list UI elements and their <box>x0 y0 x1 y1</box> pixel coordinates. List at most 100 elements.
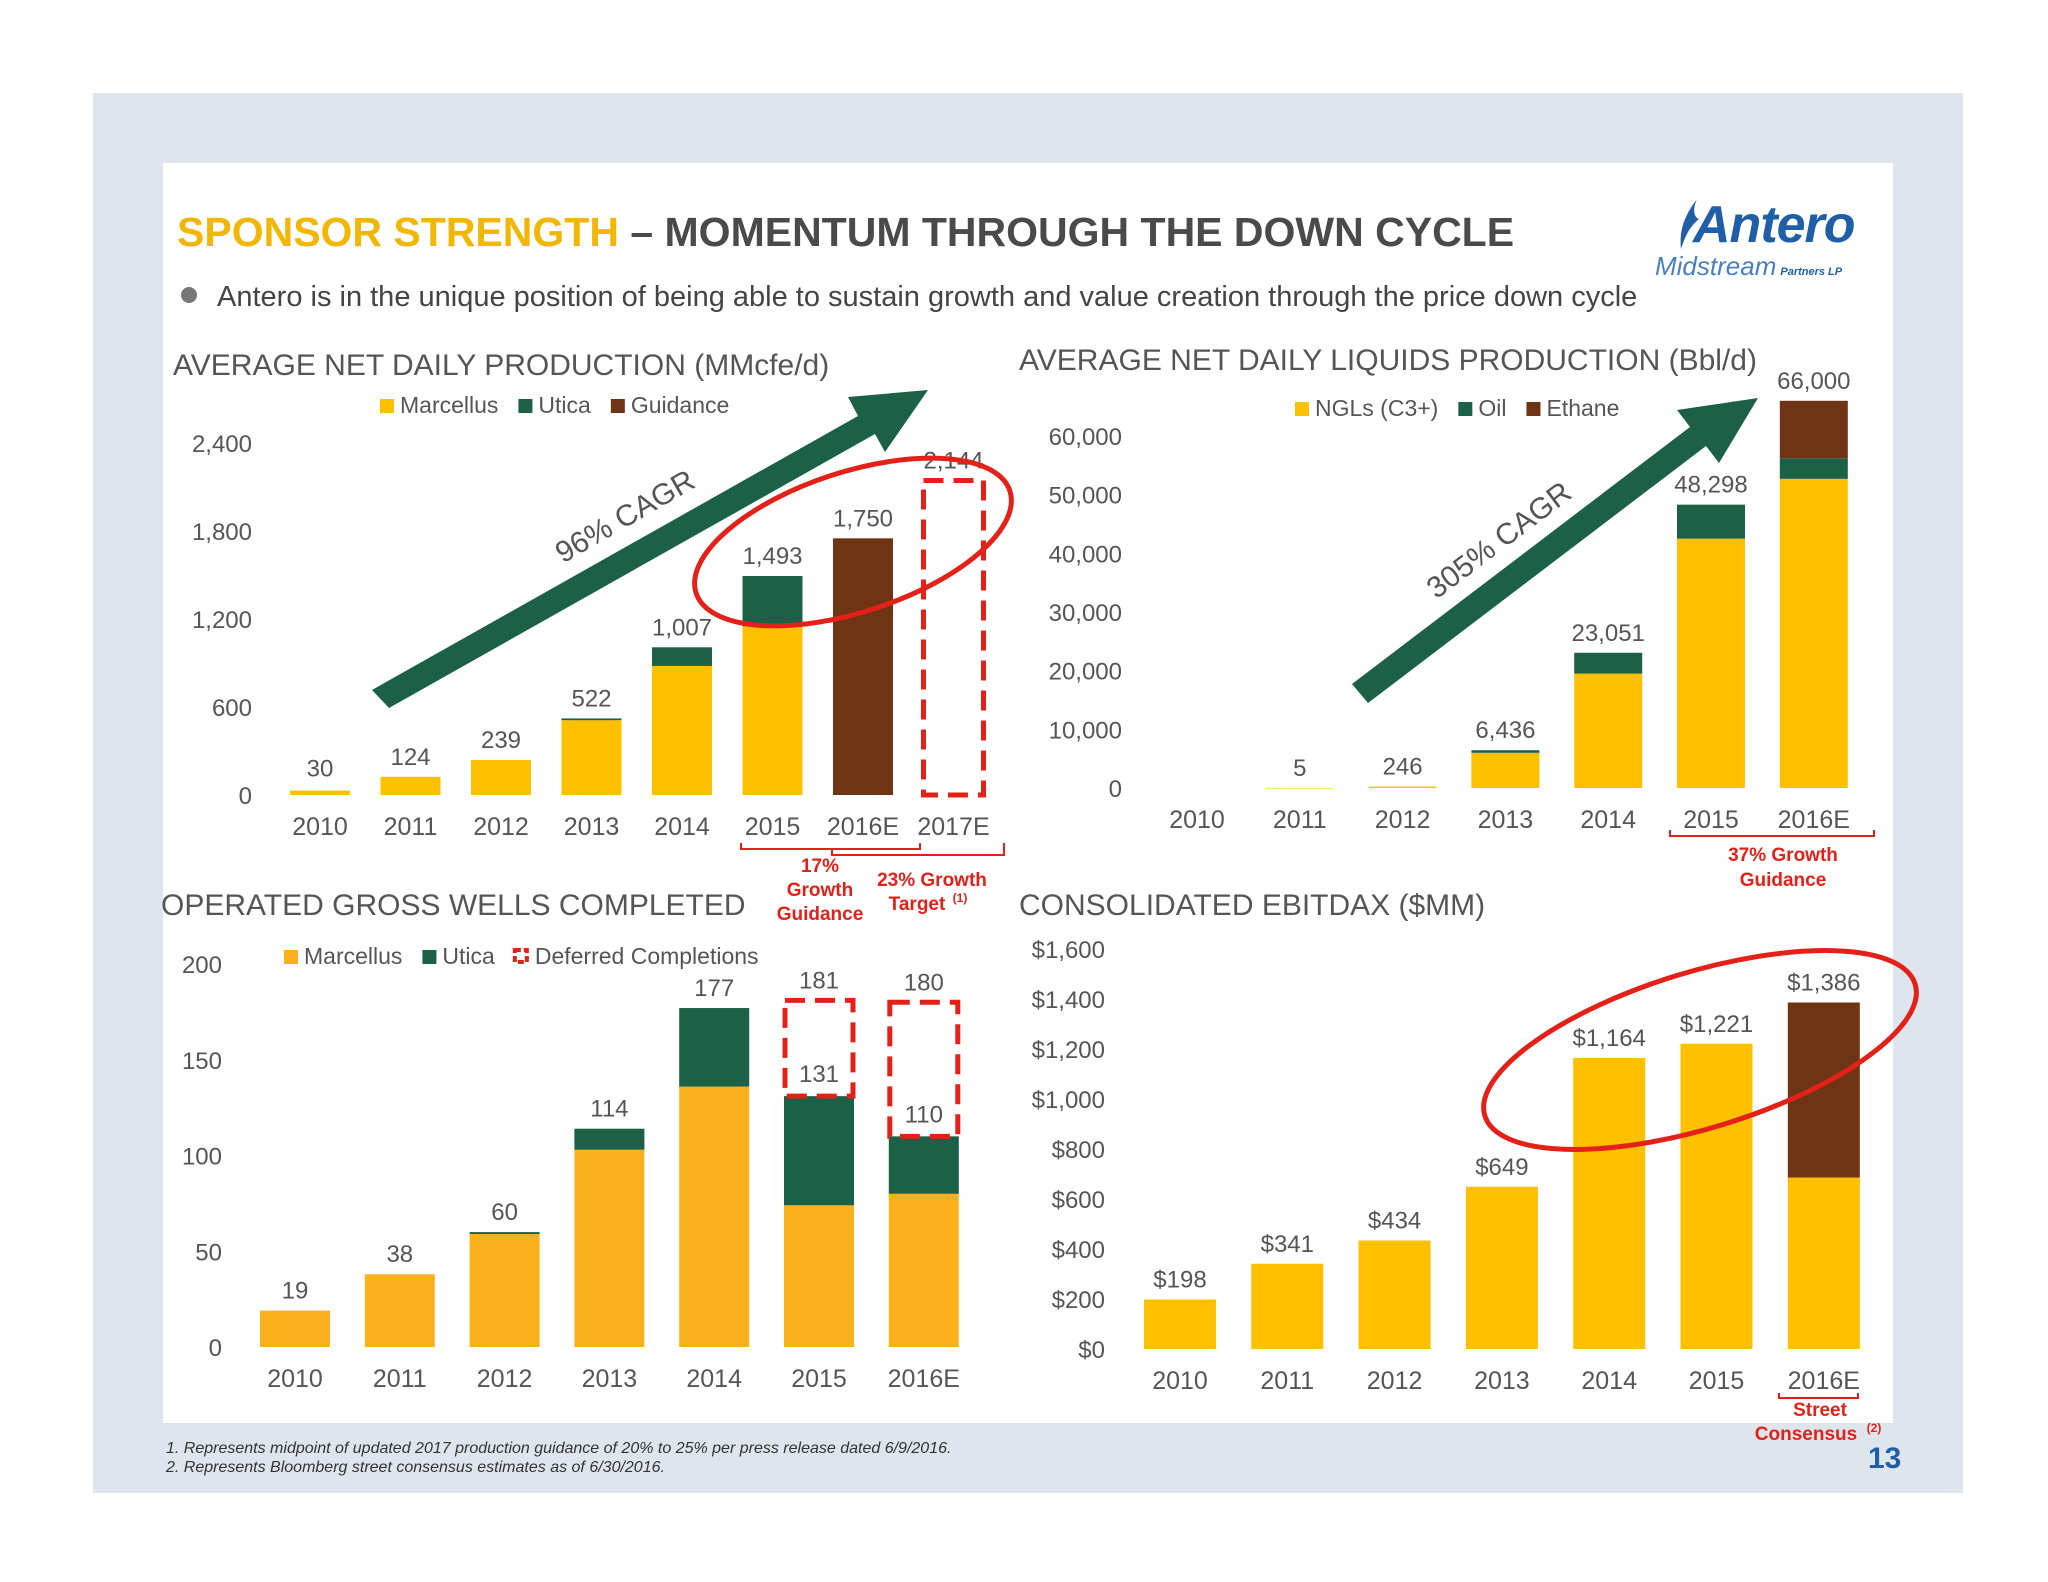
production-category-label: 2013 <box>564 813 620 841</box>
wells-data-label: 114 <box>590 1096 628 1123</box>
production-bar-marcellus <box>471 759 531 795</box>
liquids-category-label: 2013 <box>1478 806 1534 834</box>
wells-ytick: 50 <box>195 1239 222 1266</box>
page-number: 13 <box>1868 1442 1902 1475</box>
liquids-data-label: 48,298 <box>1674 472 1747 499</box>
production-bar-utica <box>561 718 622 721</box>
ebitdax-ytick: $0 <box>1078 1337 1105 1364</box>
ebitdax-data-label: $1,221 <box>1680 1011 1753 1038</box>
wells-data-label: 19 <box>282 1278 309 1305</box>
ebitdax-bar-series <box>1680 1043 1753 1349</box>
wells-bar-marcellus <box>469 1234 540 1347</box>
production-legend-label: Marcellus <box>400 392 498 418</box>
wells-bar-utica <box>469 1232 540 1235</box>
ebitdax-data-label: $198 <box>1153 1267 1206 1294</box>
liquids-bar-oil <box>1574 652 1643 674</box>
annotation-street-superscript: (2) <box>1867 1421 1882 1435</box>
logo-sub-text: Midstream <box>1655 251 1777 281</box>
production-chart-title: AVERAGE NET DAILY PRODUCTION (MMcfe/d) <box>173 349 830 382</box>
wells-ytick: 0 <box>209 1335 222 1362</box>
production-category-label: 2012 <box>473 813 529 841</box>
liquids-category-label: 2014 <box>1580 806 1636 834</box>
wells-bar-marcellus <box>574 1149 645 1347</box>
liquids-bar-ngls-c3- <box>1368 786 1437 788</box>
ebitdax-bar-series <box>1358 1240 1431 1349</box>
wells-legend-swatch <box>512 948 529 964</box>
ebitdax-ytick: $1,200 <box>1032 1037 1105 1064</box>
production-bar-marcellus <box>380 776 441 795</box>
production-category-label: 2016E <box>827 813 899 841</box>
liquids-legend-swatch <box>1295 402 1309 416</box>
production-ytick: 600 <box>212 695 252 722</box>
liquids-data-label: 23,051 <box>1571 620 1644 647</box>
liquids-ytick: 0 <box>1109 776 1122 803</box>
wells-bar-marcellus <box>784 1205 854 1347</box>
ebitdax-data-label: $1,164 <box>1572 1025 1645 1052</box>
production-bar-utica <box>742 576 803 627</box>
footnote-1: 1. Represents midpoint of updated 2017 p… <box>166 1440 952 1457</box>
wells-category-label: 2011 <box>373 1365 427 1393</box>
bracket-17 <box>740 843 921 850</box>
liquids-ytick: 10,000 <box>1049 717 1122 744</box>
bullet-point: Antero is in the unique position of bein… <box>181 281 1637 314</box>
wells-category-label: 2015 <box>791 1365 847 1393</box>
production-data-label: 30 <box>307 756 334 783</box>
ebitdax-ytick: $1,600 <box>1032 937 1105 964</box>
wells-bar-utica <box>574 1128 645 1150</box>
liquids-data-label: 5 <box>1293 755 1306 782</box>
production-category-label: 2011 <box>384 813 438 841</box>
production-bar-marcellus <box>742 626 803 795</box>
wells-outline-label: 181 <box>799 967 839 994</box>
wells-bar-marcellus <box>364 1274 435 1347</box>
ebitdax-ytick: $800 <box>1052 1137 1105 1164</box>
wells-bar-utica <box>679 1008 750 1087</box>
slide-title: SPONSOR STRENGTH – MOMENTUM THROUGH THE … <box>177 209 1514 256</box>
ebitdax-data-label: $649 <box>1475 1154 1528 1181</box>
ebitdax-bar-series <box>1251 1263 1324 1349</box>
production-data-label: 522 <box>571 685 611 712</box>
production-category-label: 2014 <box>654 813 710 841</box>
title-rest: – MOMENTUM THROUGH THE DOWN CYCLE <box>618 209 1515 255</box>
logo-wordmark: Antero <box>1693 196 1856 254</box>
bullet-text: Antero is in the unique position of bein… <box>217 281 1638 313</box>
liquids-bar-ngls-c3- <box>1471 752 1540 788</box>
ebitdax-bar-series <box>1573 1058 1646 1349</box>
wells-category-label: 2014 <box>686 1365 742 1393</box>
liquids-bar-ngls-c3- <box>1265 787 1334 789</box>
wells-category-label: 2010 <box>267 1365 323 1393</box>
ebitdax-category-label: 2010 <box>1152 1367 1208 1395</box>
production-bar-utica <box>652 647 712 666</box>
ebitdax-ytick: $400 <box>1052 1237 1105 1264</box>
wells-ytick: 100 <box>182 1144 222 1171</box>
liquids-legend-label: NGLs (C3+) <box>1315 395 1438 421</box>
ebitdax-bar-series <box>1465 1186 1538 1349</box>
production-data-label: 124 <box>390 744 430 771</box>
growth-arrow-icon <box>1352 398 1758 703</box>
liquids-category-label: 2011 <box>1273 806 1327 834</box>
logo-subtitle: Midstream Partners LP <box>1655 251 1842 282</box>
production-category-label: 2010 <box>292 813 348 841</box>
liquids-ytick: 60,000 <box>1049 424 1122 451</box>
flame-icon <box>1680 199 1699 249</box>
liquids-bar-oil <box>1677 504 1745 539</box>
wells-data-label: 177 <box>694 975 734 1002</box>
liquids-chart-title: AVERAGE NET DAILY LIQUIDS PRODUCTION (Bb… <box>1019 344 1757 377</box>
ebitdax-category-label: 2013 <box>1474 1367 1530 1395</box>
liquids-bar-ethane <box>1779 400 1848 459</box>
production-data-label: 1,493 <box>742 543 802 570</box>
liquids-ytick: 40,000 <box>1049 541 1122 568</box>
wells-outline-label: 180 <box>904 969 944 996</box>
liquids-bar-oil <box>1471 750 1540 753</box>
liquids-legend-label: Oil <box>1478 395 1506 421</box>
production-legend-label: Guidance <box>631 392 729 418</box>
annotation-17-growth: Growth <box>787 880 854 901</box>
wells-ytick: 200 <box>182 952 222 979</box>
annotation-23-growth: 23% Growth <box>877 870 987 891</box>
production-data-label: 1,750 <box>833 505 893 532</box>
bracket-23 <box>831 843 1005 856</box>
company-logo: Antero Midstream Partners LP <box>1653 183 1873 293</box>
ebitdax-ytick: $1,400 <box>1032 987 1105 1014</box>
production-legend-swatch <box>380 399 394 413</box>
liquids-legend-label: Ethane <box>1546 395 1619 421</box>
